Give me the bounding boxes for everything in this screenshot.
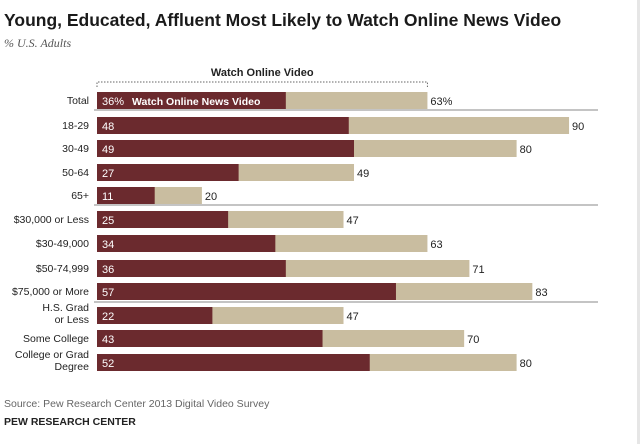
news-value-label: 52: [102, 358, 114, 370]
category-label: 50-64: [62, 167, 89, 179]
category-label: H.S. Grad or Less: [42, 302, 89, 326]
series-inline-label: Watch Online News Video: [132, 96, 260, 108]
chart-title: Young, Educated, Affluent Most Likely to…: [4, 10, 562, 30]
news-value-label: 43: [102, 334, 114, 346]
frame-edge: [637, 0, 640, 444]
organization-name: PEW RESEARCH CENTER: [4, 416, 136, 428]
video-value-label: 63: [430, 239, 442, 251]
category-label: College or Grad Degree: [15, 349, 89, 373]
news-value-label: 48: [102, 121, 114, 133]
video-value-label: 70: [467, 334, 479, 346]
bar-watch-online-news-video: [97, 307, 213, 324]
video-value-label: 47: [347, 215, 359, 227]
category-label: 18-29: [62, 120, 89, 132]
video-value-label: 47: [347, 311, 359, 323]
source-note: Source: Pew Research Center 2013 Digital…: [4, 398, 270, 410]
bar-watch-online-news-video: [97, 354, 370, 371]
category-label: $50-74,999: [36, 263, 89, 275]
bar-watch-online-news-video: [97, 330, 323, 347]
news-value-label: 57: [102, 287, 114, 299]
bar-watch-online-news-video: [97, 140, 355, 157]
category-label: 30-49: [62, 143, 89, 155]
news-value-label: 27: [102, 168, 114, 180]
video-value-label: 71: [472, 264, 484, 276]
bar-watch-online-news-video: [97, 283, 396, 300]
news-value-label: 34: [102, 239, 114, 251]
video-value-label: 80: [520, 144, 532, 156]
video-value-label: 49: [357, 168, 369, 180]
news-value-label: 36%: [102, 96, 124, 108]
bar-watch-online-news-video: [97, 187, 155, 204]
bar-watch-online-news-video: [97, 235, 276, 252]
category-label: $75,000 or More: [12, 286, 89, 298]
category-label: Some College: [23, 333, 89, 345]
bar-watch-online-news-video: [97, 260, 286, 277]
bar-watch-online-news-video: [97, 211, 229, 228]
bracket-line: [96, 81, 428, 87]
video-value-label: 83: [535, 287, 547, 299]
news-value-label: 36: [102, 264, 114, 276]
category-label: Total: [67, 95, 89, 107]
category-label: $30-49,000: [36, 238, 89, 250]
bar-watch-online-news-video: [97, 92, 286, 109]
news-value-label: 25: [102, 215, 114, 227]
category-label: 65+: [71, 190, 89, 202]
video-value-label: 80: [520, 358, 532, 370]
video-value-label: 90: [572, 121, 584, 133]
category-label: $30,000 or Less: [14, 214, 89, 226]
bracket-label: Watch Online Video: [211, 67, 314, 79]
news-value-label: 49: [102, 144, 114, 156]
bar-watch-online-news-video: [97, 117, 349, 134]
video-value-label: 63%: [430, 96, 452, 108]
video-value-label: 20: [205, 191, 217, 203]
news-value-label: 22: [102, 311, 114, 323]
bar-watch-online-news-video: [97, 164, 239, 181]
news-value-label: 11: [102, 191, 113, 203]
chart-subtitle: % U.S. Adults: [4, 36, 72, 50]
